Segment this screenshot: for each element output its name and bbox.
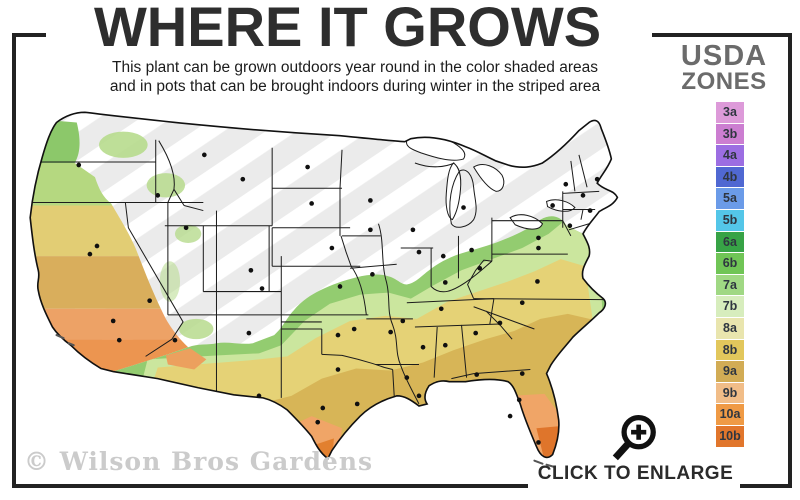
zone-swatch-6a: 6a — [716, 231, 744, 253]
islands — [55, 334, 555, 468]
subtitle-line2: and in pots that can be brought indoors … — [109, 78, 601, 95]
zone-swatch-5b: 5b — [716, 209, 744, 231]
zone-swatch-8a: 8a — [716, 317, 744, 339]
zone-swatch-4b: 4b — [716, 166, 744, 188]
watermark: © Wilson Bros Gardens — [24, 447, 374, 476]
green-fringe-patches — [99, 131, 214, 340]
legend-title-usda: USDA — [680, 40, 768, 72]
zone-swatch-3b: 3b — [716, 123, 744, 145]
zone-swatch-4a: 4a — [716, 145, 744, 166]
zone-list: 3a 3b 4a 4b 5a 5b 6a 6b 7a 7b 8a 8b 9a 9b 10a 10b — [716, 102, 744, 448]
subtitle-line1: This plant can be grown outdoors year ro… — [112, 59, 598, 76]
zone-swatch-8b: 8b — [716, 339, 744, 361]
city-dots — [76, 152, 600, 445]
legend-title: USDA ZONES — [668, 40, 780, 96]
frame-right — [788, 33, 792, 488]
click-to-enlarge-label[interactable]: CLICK TO ENLARGE — [537, 463, 734, 484]
zone-swatch-10a: 10a — [716, 404, 744, 425]
frame-top-left — [12, 33, 46, 37]
frame-left — [12, 33, 16, 488]
page-title: WHERE IT GROWS — [93, 0, 602, 58]
subtitle: This plant can be grown outdoors year ro… — [35, 58, 675, 96]
magnifier-icon[interactable] — [606, 410, 662, 466]
frame-top-right — [652, 33, 792, 37]
zone-swatch-9a: 9a — [716, 361, 744, 382]
state-borders — [30, 139, 606, 405]
frame-bottom-right — [740, 484, 792, 488]
zone-swatch-6b: 6b — [716, 253, 744, 274]
zone-swatch-10b: 10b — [716, 425, 744, 447]
zone-swatch-3a: 3a — [716, 102, 744, 123]
zone-swatch-7a: 7a — [716, 274, 744, 296]
zone-swatch-9b: 9b — [716, 382, 744, 404]
legend-title-zones: ZONES — [681, 68, 767, 96]
frame-bottom-left — [12, 484, 528, 488]
us-zone-map — [29, 111, 619, 468]
zone-swatch-7b: 7b — [716, 296, 744, 317]
zone-swatch-5a: 5a — [716, 188, 744, 209]
